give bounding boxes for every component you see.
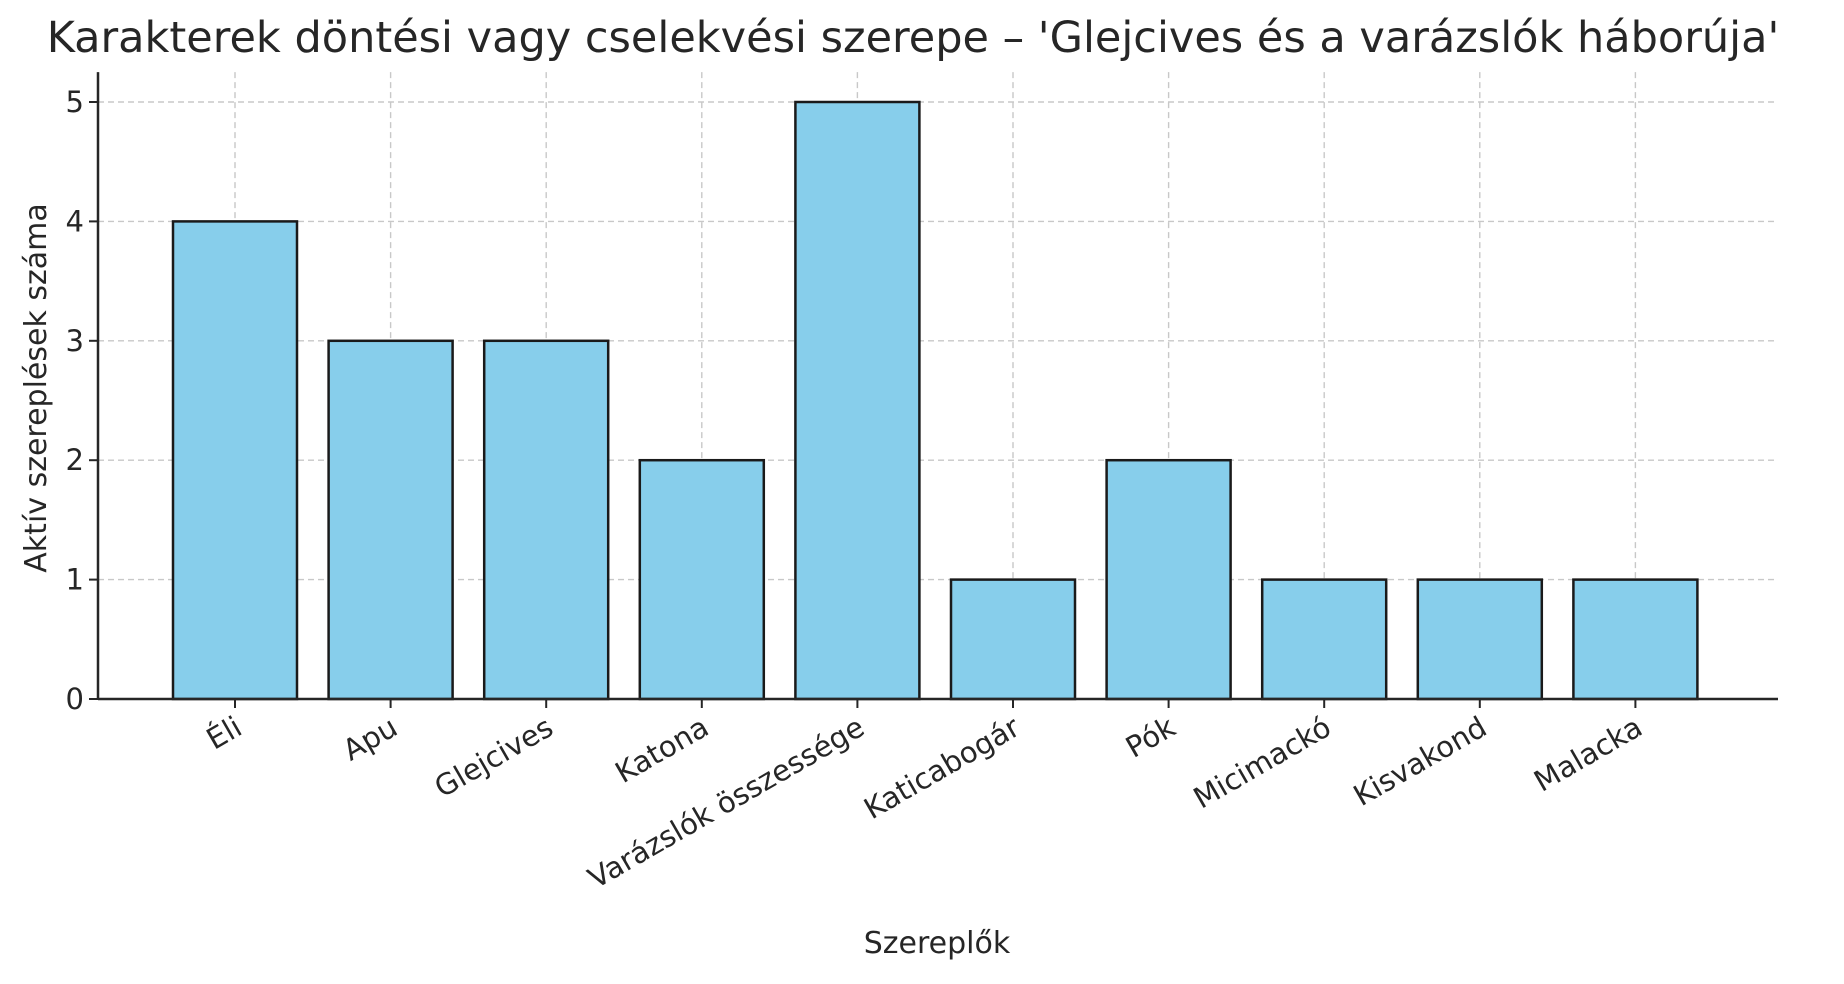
y-tick-label: 0: [66, 682, 84, 716]
x-tick-label: Katicabogár: [858, 710, 1025, 826]
bar: [327, 339, 454, 701]
y-tick-label: 2: [66, 443, 84, 477]
x-tick-label: Glejcives: [429, 710, 559, 805]
bar: [171, 220, 299, 701]
y-tick-label: 1: [66, 563, 84, 597]
y-tick-label: 4: [66, 204, 84, 238]
bar: [482, 339, 610, 701]
bar: [1572, 578, 1699, 701]
bar: [638, 458, 766, 701]
x-tick-label: Micimackó: [1188, 710, 1337, 816]
y-tick-label: 5: [66, 85, 84, 119]
y-axis-label: Aktív szereplések száma: [19, 203, 54, 572]
bar: [949, 578, 1077, 701]
axes: [96, 72, 1778, 701]
y-tick-label: 3: [66, 324, 84, 358]
x-tick-label: Éli: [201, 710, 248, 757]
x-tick-label: Malacka: [1528, 710, 1648, 799]
bar: [1260, 578, 1388, 701]
x-tick-label: Katona: [609, 710, 714, 790]
bar: [1105, 458, 1232, 701]
bar: [1416, 578, 1544, 701]
bars: [171, 100, 1699, 701]
x-tick-label: Kisvakond: [1348, 710, 1493, 813]
x-axis-label: Szereplők: [864, 926, 1011, 961]
bar: [794, 100, 921, 701]
y-ticks: 0 1 2 3 4 5: [66, 85, 98, 716]
x-tick-label: Varázslók összessége: [582, 710, 870, 896]
x-tick-label: Pók: [1120, 710, 1181, 765]
x-tick-label: Apu: [337, 710, 403, 768]
chart-title: Karakterek döntési vagy cselekvési szere…: [47, 13, 1780, 63]
